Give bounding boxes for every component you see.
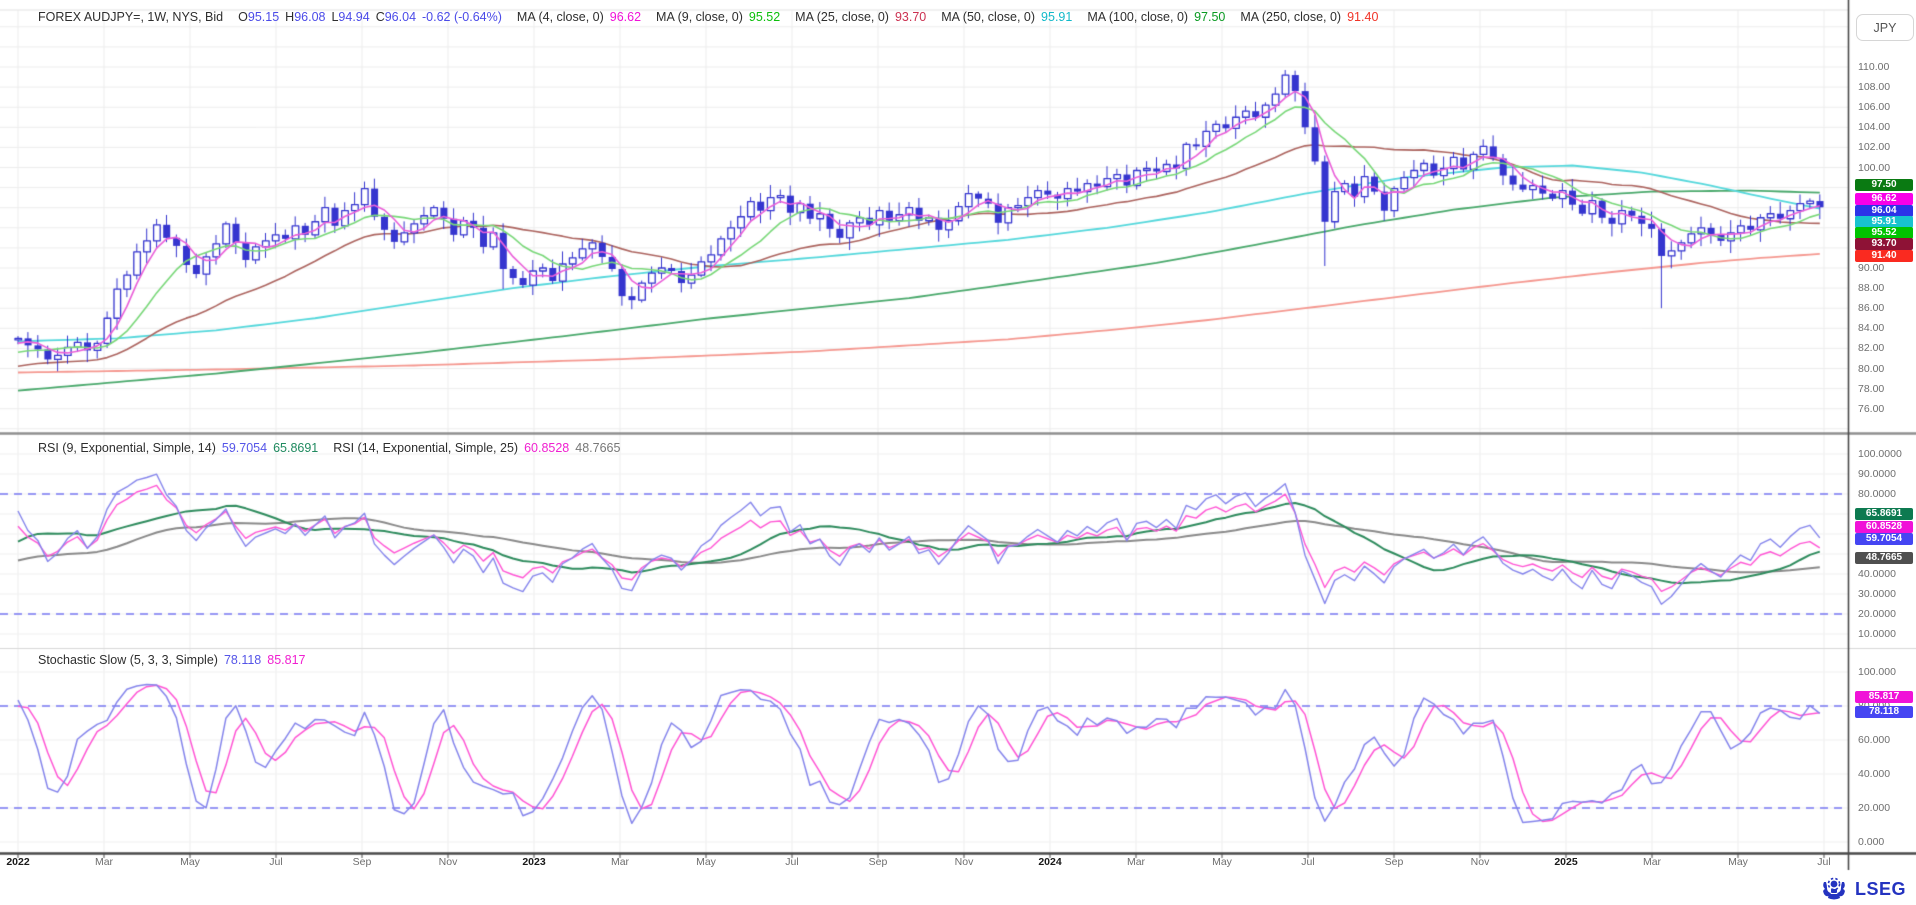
rsi9-value: 59.7054	[221, 441, 268, 455]
price-axis-label: 88.00	[1858, 282, 1885, 295]
rsi-axis-label: 10.0000	[1858, 628, 1896, 640]
rsi9-ma-value: 65.8691	[273, 441, 319, 455]
x-axis-tick: May	[696, 856, 716, 868]
ma-legend-250[interactable]: MA (250, close, 0) 91.40	[1240, 10, 1379, 24]
x-axis-tick: Nov	[438, 856, 458, 868]
rsi9-legend-label: RSI (9, Exponential, Simple, 14)	[38, 441, 216, 455]
stoch-pane-legend[interactable]: Stochastic Slow (5, 3, 3, Simple) 78.118…	[38, 653, 305, 667]
x-axis-tick: May	[1212, 856, 1232, 868]
price-axis-label: 90.00	[1858, 262, 1885, 274]
lseg-crest-icon	[1823, 877, 1845, 900]
rsi-axis-label: 30.0000	[1858, 588, 1896, 600]
price-axis-label: 100.00	[1858, 161, 1891, 174]
x-axis-tick: Mar	[94, 856, 114, 868]
stoch-badge: 78.118	[1855, 706, 1913, 718]
price-axis-label: 108.00	[1858, 81, 1891, 94]
price-axis-label: 78.00	[1858, 382, 1885, 395]
high-value: 96.08	[294, 10, 326, 24]
x-axis-tick: Sep	[868, 856, 888, 868]
rsi14-ma-value: 48.7665	[575, 441, 621, 455]
stoch-axis-label: 100.000	[1858, 666, 1896, 678]
x-axis-tick: Nov	[954, 856, 974, 868]
rsi14-legend-label: RSI (14, Exponential, Simple, 25)	[333, 441, 519, 455]
x-axis-tick: Jul	[1817, 856, 1831, 868]
rsi-axis-label: 90.0000	[1858, 468, 1896, 480]
instrument-title: FOREX AUDJPY=, 1W, NYS, Bid	[38, 10, 224, 24]
rsi-axis-label: 40.0000	[1858, 568, 1896, 580]
stoch-k-value: 78.118	[223, 653, 262, 667]
price-axis-label: 104.00	[1858, 121, 1891, 134]
x-axis-tick: 2024	[1038, 856, 1062, 868]
rsi-badge: 48.7665	[1855, 552, 1913, 564]
price-axis-label: 106.00	[1858, 101, 1891, 114]
quote-ohlc: O95.15 H96.08 L94.94 C96.04 -0.62 (-0.64…	[238, 10, 502, 24]
price-badge: 95.91	[1855, 216, 1913, 228]
price-axis-label: 86.00	[1858, 302, 1885, 315]
stoch-axis-label: 0.000	[1858, 836, 1885, 848]
rsi-axis-label: 80.0000	[1858, 488, 1896, 500]
stoch-legend-label: Stochastic Slow (5, 3, 3, Simple)	[38, 653, 218, 667]
rsi-axis-label: 20.0000	[1858, 608, 1896, 620]
price-axis-currency-tab[interactable]: JPY	[1856, 14, 1914, 41]
x-axis-tick: 2025	[1554, 856, 1578, 868]
stoch-axis-label: 20.000	[1858, 802, 1891, 814]
rsi-badge: 65.8691	[1855, 508, 1913, 520]
rsi-badge: 59.7054	[1855, 533, 1913, 545]
rsi-badge: 60.8528	[1855, 521, 1913, 533]
open-value: 95.15	[247, 10, 280, 24]
x-axis-tick: Jul	[269, 856, 283, 868]
rsi-pane-legend[interactable]: RSI (9, Exponential, Simple, 14) 59.7054…	[38, 441, 620, 455]
x-axis-tick: Mar	[1126, 856, 1146, 868]
close-value: 96.04	[384, 10, 417, 24]
stoch-badge: 85.817	[1855, 691, 1913, 703]
stoch-axis-label: 40.000	[1858, 768, 1891, 780]
price-badge: 93.70	[1855, 238, 1913, 250]
x-axis-tick: Mar	[1642, 856, 1662, 868]
price-badge: 95.52	[1855, 227, 1913, 239]
price-badge: 96.62	[1855, 193, 1913, 205]
price-badge: 91.40	[1855, 250, 1913, 262]
x-axis-tick: May	[1728, 856, 1748, 868]
x-axis-tick: 2022	[6, 856, 30, 868]
x-axis-tick: Jul	[785, 856, 799, 868]
stoch-axis-label: 60.000	[1858, 734, 1891, 746]
price-pane-legend: FOREX AUDJPY=, 1W, NYS, Bid O95.15 H96.0…	[38, 10, 1378, 24]
x-axis-tick: Sep	[1384, 856, 1404, 868]
price-badge: 97.50	[1855, 179, 1913, 191]
ma-legend-4[interactable]: MA (4, close, 0) 96.62	[516, 10, 642, 24]
price-axis-label: 82.00	[1858, 342, 1885, 355]
price-axis-label: 76.00	[1858, 402, 1885, 415]
price-axis-label: 110.00	[1858, 61, 1890, 73]
stoch-d-value: 85.817	[267, 653, 306, 667]
lseg-logo-text: LSEG	[1854, 878, 1906, 899]
rsi14-value: 60.8528	[524, 441, 570, 455]
price-axis-label: 80.00	[1858, 362, 1885, 375]
x-axis-tick: Sep	[352, 856, 372, 868]
price-axis-label: 84.00	[1858, 322, 1885, 335]
x-axis-tick: Jul	[1301, 856, 1315, 868]
x-axis-tick: Mar	[610, 856, 630, 868]
price-axis-label: 102.00	[1858, 141, 1891, 154]
x-axis-tick: May	[180, 856, 200, 868]
ma-legend-25[interactable]: MA (25, close, 0) 93.70	[795, 10, 927, 24]
lseg-logo: LSEG	[1820, 876, 1906, 902]
ma-legend-9[interactable]: MA (9, close, 0) 95.52	[656, 10, 781, 24]
change-value: -0.62 (-0.64%)	[422, 10, 502, 24]
low-value: 94.94	[338, 10, 370, 24]
x-axis-tick: Nov	[1470, 856, 1490, 868]
x-axis-tick: 2023	[522, 856, 546, 868]
ma-legend-100[interactable]: MA (100, close, 0) 97.50	[1087, 10, 1226, 24]
price-badge: 96.04	[1855, 205, 1913, 217]
ma-legend-50[interactable]: MA (50, close, 0) 95.91	[941, 10, 1073, 24]
rsi-axis-label: 100.0000	[1858, 448, 1902, 460]
